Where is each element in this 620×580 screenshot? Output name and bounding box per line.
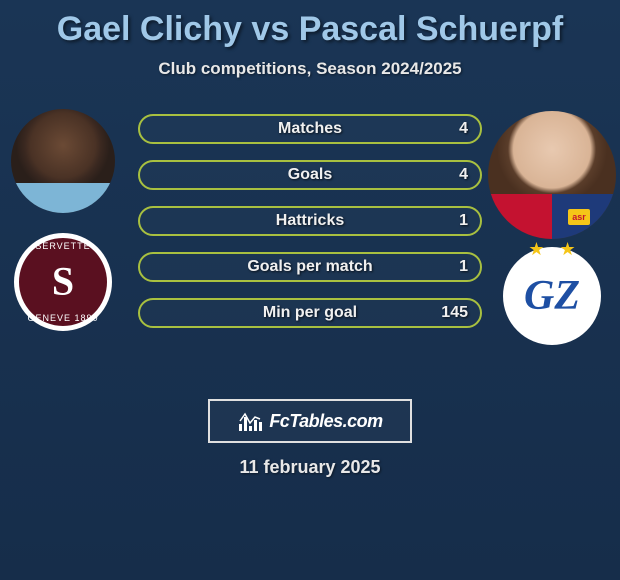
stat-bar-matches: Matches 4 — [138, 114, 482, 144]
player2-club-crest: ★ ★ GZ — [503, 247, 601, 345]
bar-label: Goals — [288, 166, 332, 184]
stat-bar-hattricks: Hattricks 1 — [138, 206, 482, 236]
player1-club-crest: SERVETTE S GENEVE 1890 — [14, 233, 112, 331]
subtitle: Club competitions, Season 2024/2025 — [0, 59, 620, 79]
player2-photo: asr — [488, 111, 616, 239]
stat-bars: Matches 4 Goals 4 Hattricks 1 Goals per … — [138, 114, 482, 344]
barchart-icon — [237, 411, 263, 431]
gc-letters: GZ — [524, 272, 580, 320]
servette-crest-inner: SERVETTE S GENEVE 1890 — [19, 237, 107, 327]
bar-label: Matches — [278, 120, 342, 138]
comparison-main: SERVETTE S GENEVE 1890 Matches 4 Goals 4… — [0, 109, 620, 369]
stat-bar-goals-per-match: Goals per match 1 — [138, 252, 482, 282]
servette-text-top: SERVETTE — [19, 241, 107, 251]
gc-stars-icon: ★ ★ — [503, 239, 601, 260]
bar-value: 1 — [459, 258, 468, 276]
comparison-title: Gael Clichy vs Pascal Schuerpf — [0, 0, 620, 49]
bar-value: 4 — [459, 166, 468, 184]
bar-label: Min per goal — [263, 304, 357, 322]
attribution-brand: FcTables.com — [269, 411, 382, 432]
player1-name-title: Gael Clichy — [57, 10, 242, 48]
player1-jersey — [11, 183, 115, 213]
bar-label: Hattricks — [276, 212, 344, 230]
servette-text-bot: GENEVE 1890 — [19, 313, 107, 323]
stat-bar-min-per-goal: Min per goal 145 — [138, 298, 482, 328]
bar-value: 1 — [459, 212, 468, 230]
vs-label: vs — [251, 10, 289, 48]
player2-jersey — [488, 194, 616, 239]
player2-jersey-badge: asr — [568, 209, 590, 225]
attribution-box: FcTables.com — [208, 399, 412, 443]
player1-photo — [11, 109, 115, 213]
bar-value: 4 — [459, 120, 468, 138]
player2-column: asr ★ ★ GZ — [492, 111, 612, 345]
servette-s-letter: S — [52, 258, 74, 305]
date-label: 11 february 2025 — [0, 457, 620, 478]
bar-label: Goals per match — [247, 258, 372, 276]
stat-bar-goals: Goals 4 — [138, 160, 482, 190]
player1-column: SERVETTE S GENEVE 1890 — [8, 109, 118, 331]
bar-value: 145 — [441, 304, 468, 322]
player2-name-title: Pascal Schuerpf — [299, 10, 564, 48]
